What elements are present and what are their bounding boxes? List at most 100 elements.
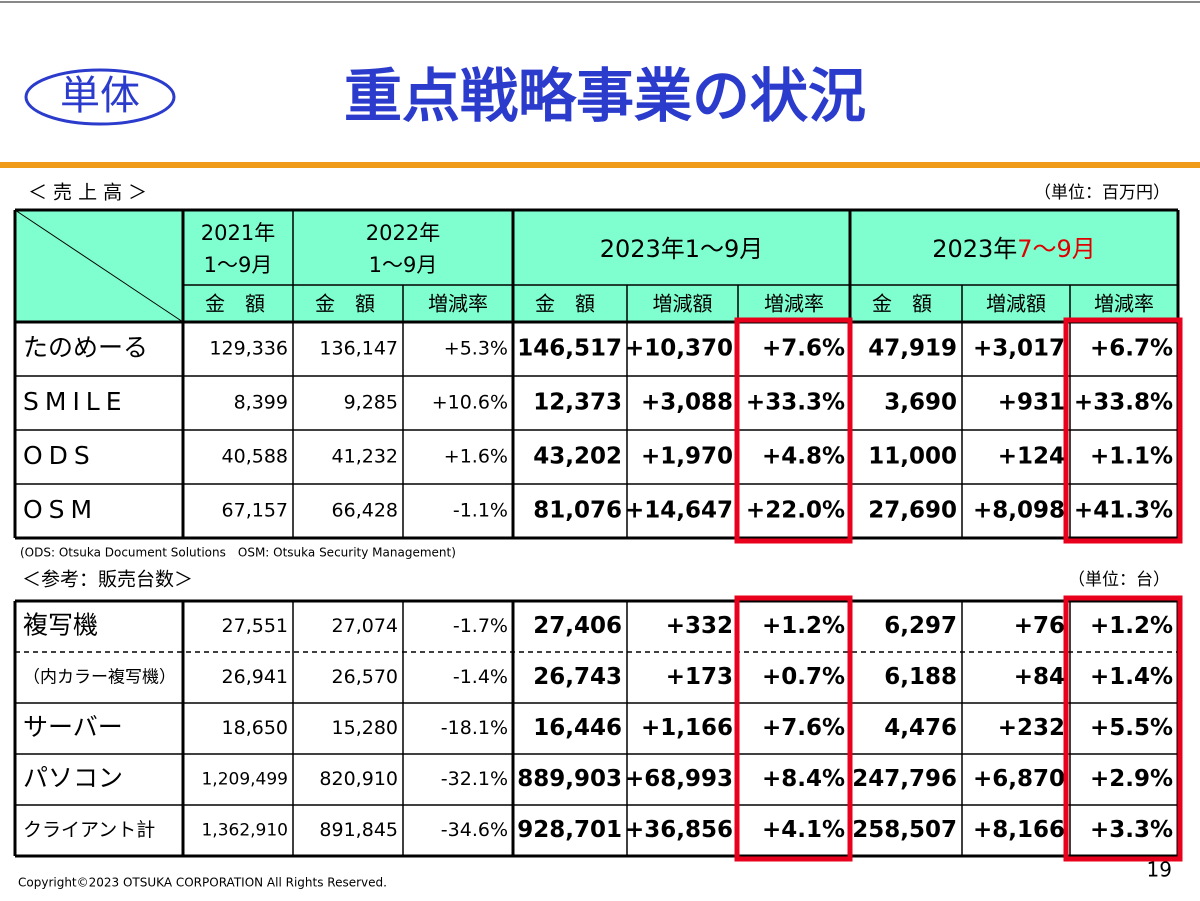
cell-value: 928,701 [517, 817, 622, 843]
highlight-box [734, 317, 853, 544]
cell-value: 4,476 [884, 715, 957, 741]
column-header: 増減額 [986, 292, 1046, 316]
footnote: (ODS: Otsuka Document Solutions OSM: Ots… [20, 546, 456, 560]
row-label: パソコン [23, 764, 123, 793]
cell-value: +4.1% [762, 817, 845, 843]
badge-oval [24, 68, 176, 126]
period-header: 1～9月 [204, 253, 273, 277]
cell-value: +1.2% [762, 613, 845, 639]
cell-value: +3,088 [641, 390, 733, 416]
period-year: 2023年 [932, 235, 1017, 263]
cell-value: +10,370 [625, 336, 733, 362]
header-bg [15, 210, 1178, 322]
cell-value: 26,570 [332, 666, 398, 688]
diagonal [14, 209, 184, 323]
divider [0, 162, 1200, 168]
cell-value: +33.8% [1074, 390, 1173, 416]
section-heading: ＜ 売 上 高 ＞ [28, 182, 147, 204]
column-header: 増減率 [428, 292, 488, 316]
unit-label: （単位：台） [1068, 570, 1170, 590]
period-months: 7～9月 [1017, 235, 1096, 263]
cell-value: +232 [998, 715, 1065, 741]
column-header: 金 額 [315, 292, 375, 316]
cell-value: 1,362,910 [201, 821, 288, 841]
row-label: クライアント計 [23, 819, 155, 841]
cell-value: 26,743 [533, 664, 622, 690]
row-label: （内カラー複写機） [23, 668, 176, 688]
cell-value: +173 [666, 664, 733, 690]
cell-value: -1.4% [453, 666, 508, 688]
cell-value: +76 [1014, 613, 1065, 639]
cell-value: +10.6% [432, 392, 508, 414]
cell-value: +1,970 [641, 444, 733, 470]
column-header: 金 額 [205, 292, 265, 316]
cell-value: +6.7% [1090, 336, 1173, 362]
period-header: 2022年 [366, 221, 440, 245]
cell-value: +68,993 [625, 766, 733, 792]
row-label: 複写機 [23, 611, 98, 640]
cell-value: +7.6% [762, 336, 845, 362]
period-header: 1～9月 [369, 253, 438, 277]
cell-value: +33.3% [746, 390, 845, 416]
column-header: 増減率 [1094, 292, 1154, 316]
cell-value: 1,209,499 [201, 770, 288, 790]
cell-value: -1.7% [453, 615, 508, 637]
cell-value: +14,647 [625, 498, 733, 524]
cell-value: +3,017 [973, 336, 1065, 362]
badge: 単体 [60, 73, 140, 119]
cell-value: +6,870 [973, 766, 1065, 792]
cell-value: +22.0% [746, 498, 845, 524]
cell-value: 12,373 [533, 390, 622, 416]
row-label: たのめーる [23, 333, 148, 362]
cell-value: 136,147 [319, 338, 398, 360]
cell-value: 27,074 [332, 615, 398, 637]
cell-value: 11,000 [868, 444, 957, 470]
cell-value: +0.7% [762, 664, 845, 690]
cell-value: 129,336 [209, 338, 288, 360]
cell-value: +36,856 [625, 817, 733, 843]
cell-value: 18,650 [222, 717, 288, 739]
cell-value: 8,399 [234, 392, 288, 414]
cell-value: +8,098 [973, 498, 1065, 524]
row-label: SMILE [23, 387, 128, 416]
cell-value: +1.4% [1090, 664, 1173, 690]
cell-value: +2.9% [1090, 766, 1173, 792]
cell-value: +332 [666, 613, 733, 639]
column-header: 金 額 [535, 292, 595, 316]
page-number: 19 [1147, 858, 1172, 882]
highlight-box [734, 595, 853, 862]
cell-value: +8,166 [973, 817, 1065, 843]
cell-value: 27,406 [533, 613, 622, 639]
highlight-box [1063, 317, 1183, 544]
cell-value: -1.1% [453, 500, 508, 522]
column-header: 増減率 [764, 292, 824, 316]
highlight-box [1063, 595, 1183, 862]
cell-value: 3,690 [884, 390, 957, 416]
cell-value: +84 [1014, 664, 1065, 690]
cell-value: 891,845 [319, 819, 398, 841]
unit-label: （単位：百万円） [1034, 183, 1170, 203]
cell-value: 41,232 [332, 446, 398, 468]
period-header: 2023年7～9月 [932, 235, 1096, 263]
cell-value: +124 [998, 444, 1065, 470]
cell-value: +41.3% [1074, 498, 1173, 524]
cell-value: +1,166 [641, 715, 733, 741]
title: 重点戦略事業の状況 [344, 62, 866, 130]
cell-value: 6,297 [884, 613, 957, 639]
cell-value: 26,941 [222, 666, 288, 688]
row-label: サーバー [23, 713, 123, 742]
cell-value: 889,903 [517, 766, 622, 792]
cell-value: 146,517 [517, 336, 622, 362]
cell-value: -34.6% [441, 819, 508, 841]
cell-value: -32.1% [441, 768, 508, 790]
cell-value: +5.3% [444, 338, 508, 360]
cell-value: +1.2% [1090, 613, 1173, 639]
cell-value: 47,919 [868, 336, 957, 362]
cell-value: 67,157 [222, 500, 288, 522]
cell-value: 40,588 [222, 446, 288, 468]
section-heading: ＜参考：販売台数＞ [22, 569, 193, 591]
cell-value: 66,428 [332, 500, 398, 522]
row-label: ODS [23, 441, 96, 470]
